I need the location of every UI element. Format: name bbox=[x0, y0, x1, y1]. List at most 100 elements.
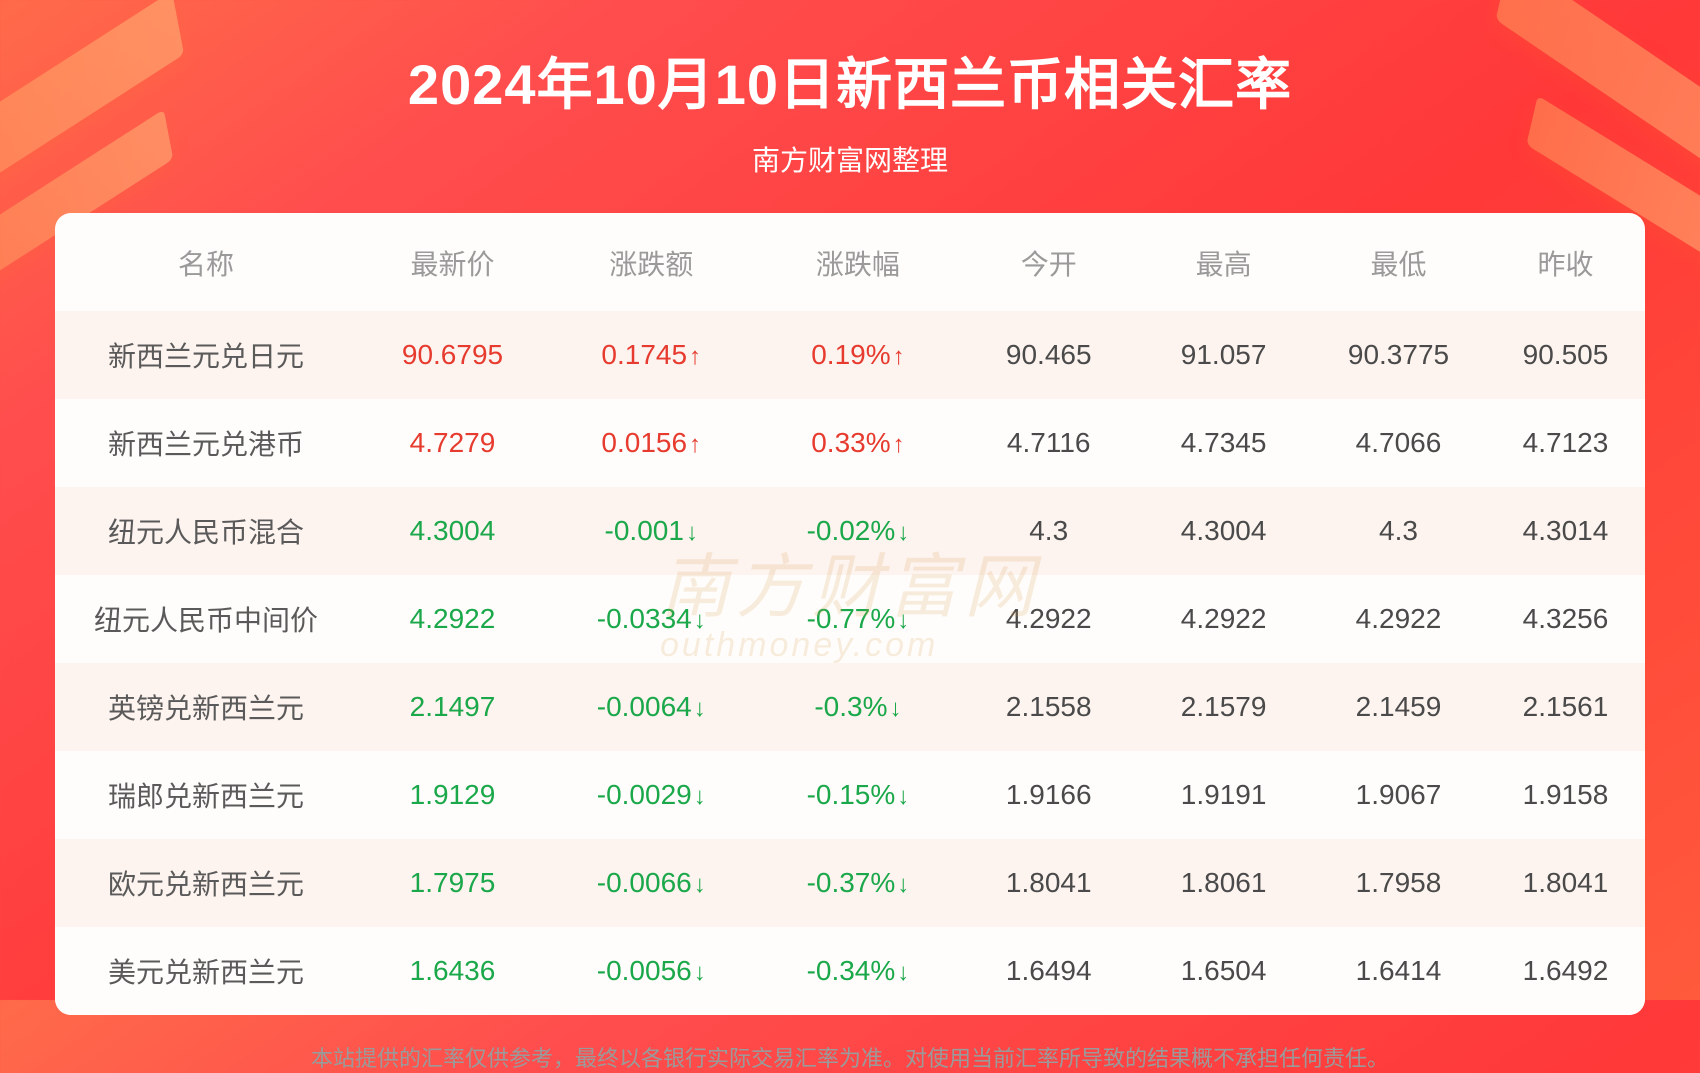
cell-open: 1.9166 bbox=[961, 751, 1136, 839]
cell-pct: 0.19%↑ bbox=[755, 311, 962, 399]
cell-price: 4.3004 bbox=[357, 487, 548, 575]
cell-pct: 0.33%↑ bbox=[755, 399, 962, 487]
rate-table: 名称 最新价 涨跌额 涨跌幅 今开 最高 最低 昨收 新西兰元兑日元90.679… bbox=[55, 213, 1645, 1015]
arrow-down-icon: ↓ bbox=[897, 959, 909, 986]
cell-price: 1.6436 bbox=[357, 927, 548, 1015]
cell-prev: 4.3014 bbox=[1486, 487, 1645, 575]
cell-price: 4.2922 bbox=[357, 575, 548, 663]
cell-change: 0.1745↑ bbox=[548, 311, 755, 399]
cell-pct: -0.34%↓ bbox=[755, 927, 962, 1015]
cell-high: 1.8061 bbox=[1136, 839, 1311, 927]
cell-low: 2.1459 bbox=[1311, 663, 1486, 751]
table-row: 美元兑新西兰元1.6436-0.0056↓-0.34%↓1.64941.6504… bbox=[55, 927, 1645, 1015]
col-open: 今开 bbox=[961, 213, 1136, 311]
table-row: 瑞郎兑新西兰元1.9129-0.0029↓-0.15%↓1.91661.9191… bbox=[55, 751, 1645, 839]
arrow-down-icon: ↓ bbox=[694, 959, 706, 986]
cell-low: 1.9067 bbox=[1311, 751, 1486, 839]
rate-table-card: 南方财富网 outhmoney.com 名称 最新价 涨跌额 涨跌幅 今开 最高… bbox=[55, 213, 1645, 1015]
cell-change: -0.001↓ bbox=[548, 487, 755, 575]
cell-name: 美元兑新西兰元 bbox=[55, 927, 357, 1015]
col-price: 最新价 bbox=[357, 213, 548, 311]
cell-price: 4.7279 bbox=[357, 399, 548, 487]
cell-open: 1.6494 bbox=[961, 927, 1136, 1015]
col-low: 最低 bbox=[1311, 213, 1486, 311]
arrow-down-icon: ↓ bbox=[897, 783, 909, 810]
col-name: 名称 bbox=[55, 213, 357, 311]
cell-high: 4.7345 bbox=[1136, 399, 1311, 487]
cell-price: 2.1497 bbox=[357, 663, 548, 751]
col-pct: 涨跌幅 bbox=[755, 213, 962, 311]
cell-low: 1.7958 bbox=[1311, 839, 1486, 927]
cell-open: 4.3 bbox=[961, 487, 1136, 575]
table-row: 新西兰元兑日元90.67950.1745↑0.19%↑90.46591.0579… bbox=[55, 311, 1645, 399]
cell-low: 4.2922 bbox=[1311, 575, 1486, 663]
cell-name: 欧元兑新西兰元 bbox=[55, 839, 357, 927]
cell-high: 91.057 bbox=[1136, 311, 1311, 399]
cell-low: 4.7066 bbox=[1311, 399, 1486, 487]
cell-pct: -0.77%↓ bbox=[755, 575, 962, 663]
page-subtitle: 南方财富网整理 bbox=[55, 139, 1645, 179]
cell-pct: -0.02%↓ bbox=[755, 487, 962, 575]
cell-name: 新西兰元兑日元 bbox=[55, 311, 357, 399]
cell-name: 纽元人民币中间价 bbox=[55, 575, 357, 663]
cell-low: 90.3775 bbox=[1311, 311, 1486, 399]
cell-price: 90.6795 bbox=[357, 311, 548, 399]
arrow-down-icon: ↓ bbox=[694, 607, 706, 634]
arrow-up-icon: ↑ bbox=[893, 343, 905, 370]
arrow-up-icon: ↑ bbox=[689, 343, 701, 370]
cell-open: 4.7116 bbox=[961, 399, 1136, 487]
table-row: 纽元人民币中间价4.2922-0.0334↓-0.77%↓4.29224.292… bbox=[55, 575, 1645, 663]
cell-price: 1.9129 bbox=[357, 751, 548, 839]
disclaimer-text: 本站提供的汇率仅供参考，最终以各银行实际交易汇率为准。对使用当前汇率所导致的结果… bbox=[55, 1041, 1645, 1073]
arrow-down-icon: ↓ bbox=[694, 695, 706, 722]
cell-name: 瑞郎兑新西兰元 bbox=[55, 751, 357, 839]
cell-open: 2.1558 bbox=[961, 663, 1136, 751]
col-high: 最高 bbox=[1136, 213, 1311, 311]
table-header-row: 名称 最新价 涨跌额 涨跌幅 今开 最高 最低 昨收 bbox=[55, 213, 1645, 311]
cell-pct: -0.3%↓ bbox=[755, 663, 962, 751]
cell-high: 2.1579 bbox=[1136, 663, 1311, 751]
cell-change: -0.0334↓ bbox=[548, 575, 755, 663]
arrow-down-icon: ↓ bbox=[694, 783, 706, 810]
cell-open: 90.465 bbox=[961, 311, 1136, 399]
cell-prev: 4.3256 bbox=[1486, 575, 1645, 663]
page-title: 2024年10月10日新西兰币相关汇率 bbox=[55, 40, 1645, 121]
arrow-down-icon: ↓ bbox=[897, 519, 909, 546]
cell-open: 1.8041 bbox=[961, 839, 1136, 927]
cell-high: 4.2922 bbox=[1136, 575, 1311, 663]
cell-low: 1.6414 bbox=[1311, 927, 1486, 1015]
cell-change: -0.0066↓ bbox=[548, 839, 755, 927]
arrow-down-icon: ↓ bbox=[897, 871, 909, 898]
cell-prev: 1.6492 bbox=[1486, 927, 1645, 1015]
cell-high: 4.3004 bbox=[1136, 487, 1311, 575]
cell-change: -0.0064↓ bbox=[548, 663, 755, 751]
cell-prev: 4.7123 bbox=[1486, 399, 1645, 487]
cell-prev: 1.9158 bbox=[1486, 751, 1645, 839]
cell-price: 1.7975 bbox=[357, 839, 548, 927]
cell-change: -0.0029↓ bbox=[548, 751, 755, 839]
table-row: 新西兰元兑港币4.72790.0156↑0.33%↑4.71164.73454.… bbox=[55, 399, 1645, 487]
col-change: 涨跌额 bbox=[548, 213, 755, 311]
arrow-down-icon: ↓ bbox=[897, 607, 909, 634]
cell-name: 纽元人民币混合 bbox=[55, 487, 357, 575]
cell-pct: -0.15%↓ bbox=[755, 751, 962, 839]
arrow-down-icon: ↓ bbox=[890, 695, 902, 722]
cell-pct: -0.37%↓ bbox=[755, 839, 962, 927]
cell-high: 1.6504 bbox=[1136, 927, 1311, 1015]
cell-low: 4.3 bbox=[1311, 487, 1486, 575]
table-row: 英镑兑新西兰元2.1497-0.0064↓-0.3%↓2.15582.15792… bbox=[55, 663, 1645, 751]
cell-change: -0.0056↓ bbox=[548, 927, 755, 1015]
cell-open: 4.2922 bbox=[961, 575, 1136, 663]
cell-prev: 90.505 bbox=[1486, 311, 1645, 399]
arrow-down-icon: ↓ bbox=[686, 519, 698, 546]
cell-change: 0.0156↑ bbox=[548, 399, 755, 487]
arrow-up-icon: ↑ bbox=[893, 431, 905, 458]
cell-name: 新西兰元兑港币 bbox=[55, 399, 357, 487]
cell-high: 1.9191 bbox=[1136, 751, 1311, 839]
table-row: 欧元兑新西兰元1.7975-0.0066↓-0.37%↓1.80411.8061… bbox=[55, 839, 1645, 927]
arrow-down-icon: ↓ bbox=[694, 871, 706, 898]
cell-prev: 1.8041 bbox=[1486, 839, 1645, 927]
arrow-up-icon: ↑ bbox=[689, 431, 701, 458]
cell-name: 英镑兑新西兰元 bbox=[55, 663, 357, 751]
col-prev: 昨收 bbox=[1486, 213, 1645, 311]
